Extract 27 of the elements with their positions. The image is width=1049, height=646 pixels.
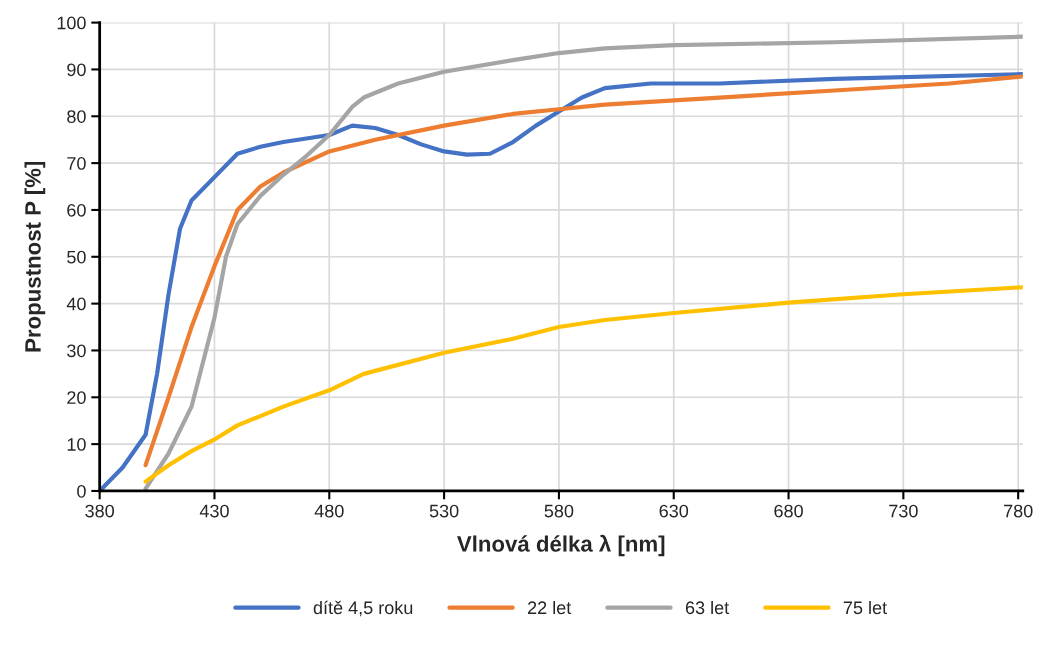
legend-label: 75 let [843,600,887,615]
y-tick-label: 90 [67,63,86,77]
x-tick-label: 480 [314,504,344,518]
x-axis-title: Vlnová délka λ [nm] [457,534,665,557]
y-axis-title: Propustnost P [%] [24,161,46,352]
y-tick-label: 0 [77,484,86,498]
y-tick-label: 40 [66,297,86,311]
x-tick-label: 730 [889,504,918,518]
legend-label: 63 let [685,600,730,615]
x-tick-label: 680 [774,504,803,518]
y-tick-label: 60 [67,203,86,217]
x-tick-label: 430 [199,504,229,518]
line-series [143,285,1023,484]
y-tick-label: 20 [67,391,86,405]
legend-label: 22 let [528,600,572,615]
x-tick-label: 530 [429,504,459,518]
y-tick-label: 100 [57,16,86,30]
x-tick-label: 580 [544,504,574,518]
y-tick-label: 70 [67,157,86,170]
x-tick-label: 630 [659,504,689,518]
y-tick-label: 50 [67,250,86,264]
x-tick-label: 780 [1004,504,1033,518]
y-tick-label: 30 [67,344,86,358]
y-tick-label: 80 [67,110,86,123]
x-tick-label: 380 [85,504,115,518]
legend-label: dítě 4,5 roku [313,600,413,617]
y-tick-label: 10 [67,438,86,451]
